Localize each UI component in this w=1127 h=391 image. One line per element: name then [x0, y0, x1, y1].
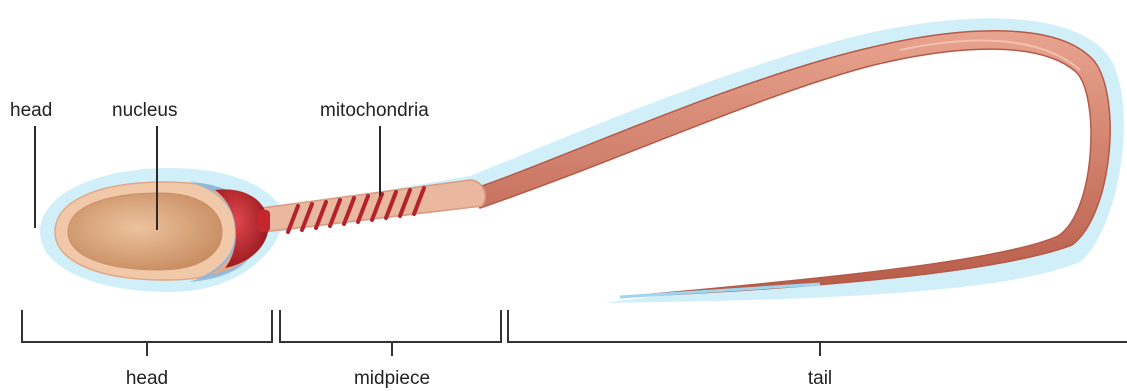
mitochondria-coils — [286, 186, 426, 234]
label-nucleus: nucleus — [112, 100, 178, 121]
bracket-midpiece — [279, 310, 502, 356]
section-label-midpiece: midpiece — [354, 368, 430, 389]
midpiece-shaft — [261, 179, 486, 233]
section-label-head: head — [126, 368, 168, 389]
label-head-top: head — [10, 100, 52, 121]
neck-centriole — [215, 189, 270, 268]
section-label-tail: tail — [808, 368, 832, 389]
bracket-tail — [507, 310, 1127, 356]
bracket-head — [21, 310, 273, 356]
tail-flagellum — [468, 30, 1111, 299]
label-mitochondria: mitochondria — [320, 100, 429, 121]
